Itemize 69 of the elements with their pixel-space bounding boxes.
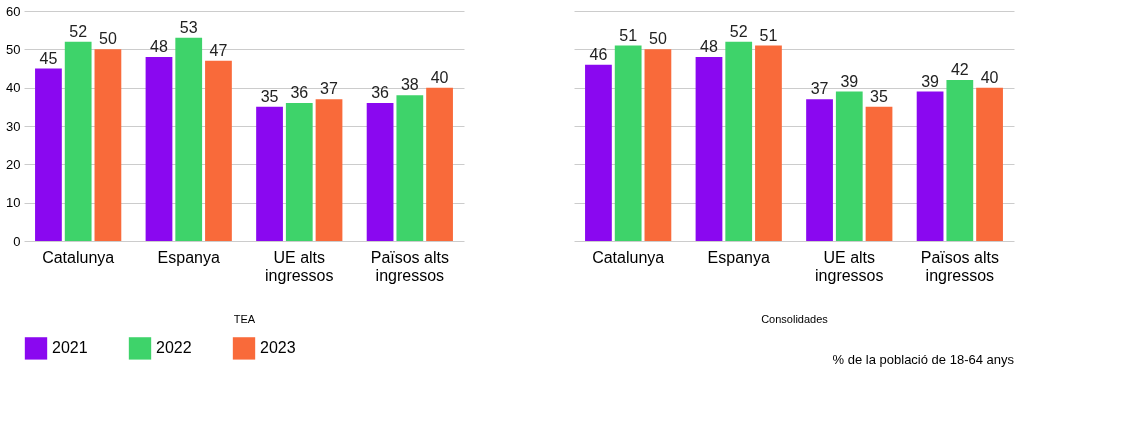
bar — [396, 95, 424, 241]
data-label: 40 — [430, 68, 449, 86]
data-label: 51 — [759, 26, 778, 44]
data-label: 37 — [810, 80, 829, 98]
bar — [285, 103, 313, 241]
legend-label: 2021 — [52, 339, 88, 357]
data-label: 35 — [260, 87, 279, 105]
bar — [806, 99, 833, 241]
bar — [426, 87, 453, 241]
data-label: 52 — [69, 22, 88, 40]
bar — [755, 45, 782, 241]
data-label: 39 — [840, 72, 859, 90]
data-label: 35 — [870, 87, 889, 105]
data-label: 38 — [400, 76, 419, 94]
bar — [256, 106, 283, 241]
y-tick-label: 0 — [13, 233, 21, 249]
data-label: 45 — [39, 49, 58, 67]
bar — [35, 68, 62, 241]
data-label: 51 — [619, 26, 638, 44]
bar — [614, 45, 642, 241]
data-label: 39 — [921, 72, 940, 90]
x-tick-label: Espanya — [157, 248, 220, 266]
bar — [366, 103, 394, 241]
bar — [916, 91, 944, 241]
x-axis-title: Consolidades — [761, 312, 829, 325]
y-tick-label: 10 — [6, 195, 21, 211]
bar — [315, 99, 343, 241]
bar — [644, 49, 672, 241]
bar — [585, 64, 612, 241]
x-tick-label: Països alts ingressos — [370, 248, 449, 284]
bar — [205, 60, 232, 241]
y-tick-label: 20 — [6, 156, 21, 172]
x-tick-label: Països alts ingressos — [920, 248, 999, 284]
bar — [725, 41, 753, 241]
bar — [145, 57, 173, 241]
data-label: 36 — [290, 84, 309, 101]
x-tick-label: UE alts ingressos — [265, 248, 334, 284]
x-axis-title: TEA — [233, 312, 256, 325]
legend-label: 2023 — [260, 339, 296, 357]
x-tick-label: Espanya — [707, 248, 770, 266]
data-label: 37 — [320, 80, 339, 98]
bar — [865, 106, 893, 241]
data-label: 53 — [179, 18, 198, 36]
data-label: 52 — [729, 22, 748, 40]
bar — [64, 41, 92, 241]
y-tick-label: 40 — [6, 80, 21, 96]
data-label: 50 — [649, 30, 667, 48]
text: % de la població de 18-64 anys — [832, 352, 1015, 367]
x-tick-label: Catalunya — [42, 248, 115, 266]
bar — [835, 91, 863, 241]
bar — [976, 87, 1003, 241]
bar — [695, 57, 723, 241]
data-label: 42 — [950, 61, 969, 78]
data-label: 48 — [700, 38, 718, 55]
bar — [946, 80, 974, 241]
data-label: 46 — [589, 45, 608, 63]
data-label: 40 — [980, 68, 999, 86]
data-label: 47 — [209, 41, 228, 59]
bar — [175, 37, 203, 241]
y-tick-label: 60 — [6, 3, 21, 19]
x-tick-label: UE alts ingressos — [815, 248, 884, 284]
data-label: 36 — [371, 84, 390, 101]
data-label: 48 — [150, 38, 168, 55]
legend-label: 2022 — [156, 339, 192, 357]
y-tick-label: 30 — [6, 118, 21, 134]
x-tick-label: Catalunya — [592, 248, 665, 266]
data-label: 50 — [99, 30, 117, 48]
bar — [94, 49, 122, 241]
y-tick-label: 50 — [6, 41, 21, 57]
